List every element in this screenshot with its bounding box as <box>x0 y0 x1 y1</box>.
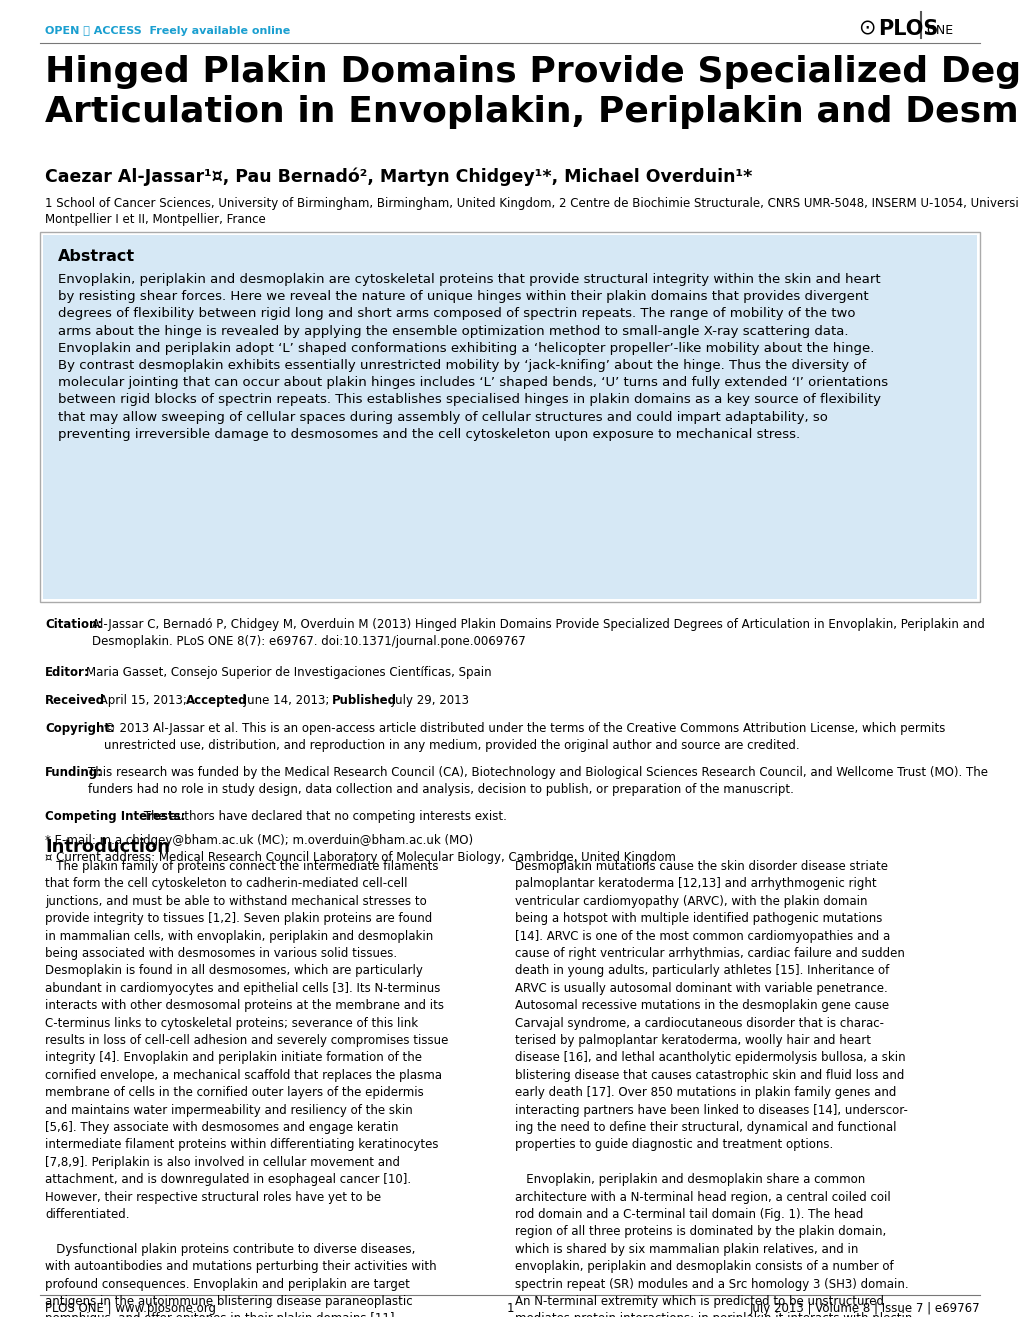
Text: Editor:: Editor: <box>45 666 90 680</box>
Text: ONE: ONE <box>925 24 952 37</box>
Text: Maria Gasset, Consejo Superior de Investigaciones Científicas, Spain: Maria Gasset, Consejo Superior de Invest… <box>86 666 491 680</box>
Text: Received: Received <box>45 694 105 707</box>
Text: Hinged Plakin Domains Provide Specialized Degrees of
Articulation in Envoplakin,: Hinged Plakin Domains Provide Specialize… <box>45 55 1019 129</box>
Text: ⊙: ⊙ <box>857 18 874 38</box>
Text: PLOS: PLOS <box>877 18 937 40</box>
Text: Al-Jassar C, Bernadó P, Chidgey M, Overduin M (2013) Hinged Plakin Domains Provi: Al-Jassar C, Bernadó P, Chidgey M, Overd… <box>92 618 984 648</box>
Text: ¤ Current address: Medical Research Council Laboratory of Molecular Biology, Cam: ¤ Current address: Medical Research Coun… <box>45 851 676 864</box>
Text: This research was funded by the Medical Research Council (CA), Biotechnology and: This research was funded by the Medical … <box>88 766 987 795</box>
Text: OPEN ⚿ ACCESS  Freely available online: OPEN ⚿ ACCESS Freely available online <box>45 26 290 36</box>
Text: The plakin family of proteins connect the intermediate filaments
that form the c: The plakin family of proteins connect th… <box>45 860 448 1317</box>
Bar <box>40 232 979 602</box>
Text: July 2013 | Volume 8 | Issue 7 | e69767: July 2013 | Volume 8 | Issue 7 | e69767 <box>749 1303 979 1314</box>
Text: Introduction: Introduction <box>45 838 170 856</box>
Text: * E-mail: m.a.chidgey@bham.ac.uk (MC); m.overduin@bham.ac.uk (MO): * E-mail: m.a.chidgey@bham.ac.uk (MC); m… <box>45 834 473 847</box>
Text: Caezar Al-Jassar¹¤, Pau Bernadó², Martyn Chidgey¹*, Michael Overduin¹*: Caezar Al-Jassar¹¤, Pau Bernadó², Martyn… <box>45 167 752 186</box>
Text: The authors have declared that no competing interests exist.: The authors have declared that no compet… <box>140 810 506 823</box>
Text: Funding:: Funding: <box>45 766 103 778</box>
Text: Envoplakin, periplakin and desmoplakin are cytoskeletal proteins that provide st: Envoplakin, periplakin and desmoplakin a… <box>58 273 888 441</box>
Text: Accepted: Accepted <box>185 694 248 707</box>
Text: Published: Published <box>331 694 396 707</box>
Text: Competing Interests:: Competing Interests: <box>45 810 185 823</box>
Text: PLOS ONE | www.plosone.org: PLOS ONE | www.plosone.org <box>45 1303 216 1314</box>
Text: 1 School of Cancer Sciences, University of Birmingham, Birmingham, United Kingdo: 1 School of Cancer Sciences, University … <box>45 198 1019 227</box>
Bar <box>43 234 976 599</box>
Text: July 29, 2013: July 29, 2013 <box>387 694 469 707</box>
Text: Desmoplakin mutations cause the skin disorder disease striate
palmoplantar kerat: Desmoplakin mutations cause the skin dis… <box>515 860 911 1317</box>
Text: Copyright:: Copyright: <box>45 722 115 735</box>
Text: Citation:: Citation: <box>45 618 102 631</box>
Text: Abstract: Abstract <box>58 249 135 263</box>
Text: 1: 1 <box>505 1303 514 1314</box>
Text: © 2013 Al-Jassar et al. This is an open-access article distributed under the ter: © 2013 Al-Jassar et al. This is an open-… <box>104 722 945 752</box>
Text: June 14, 2013;: June 14, 2013; <box>239 694 329 707</box>
Text: April 15, 2013;: April 15, 2013; <box>96 694 186 707</box>
